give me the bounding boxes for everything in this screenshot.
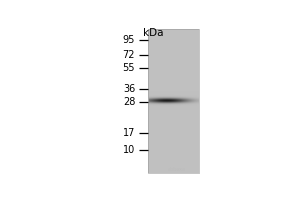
- Text: 17: 17: [123, 128, 135, 138]
- Bar: [148, 29, 199, 173]
- Text: 36: 36: [123, 84, 135, 94]
- Text: 28: 28: [123, 97, 135, 107]
- Bar: [148, 29, 199, 173]
- Text: 55: 55: [123, 63, 135, 73]
- Text: 10: 10: [123, 145, 135, 155]
- Text: 95: 95: [123, 35, 135, 45]
- Text: abbexa: abbexa: [168, 167, 186, 172]
- Text: kDa: kDa: [143, 28, 164, 38]
- Text: 72: 72: [123, 50, 135, 60]
